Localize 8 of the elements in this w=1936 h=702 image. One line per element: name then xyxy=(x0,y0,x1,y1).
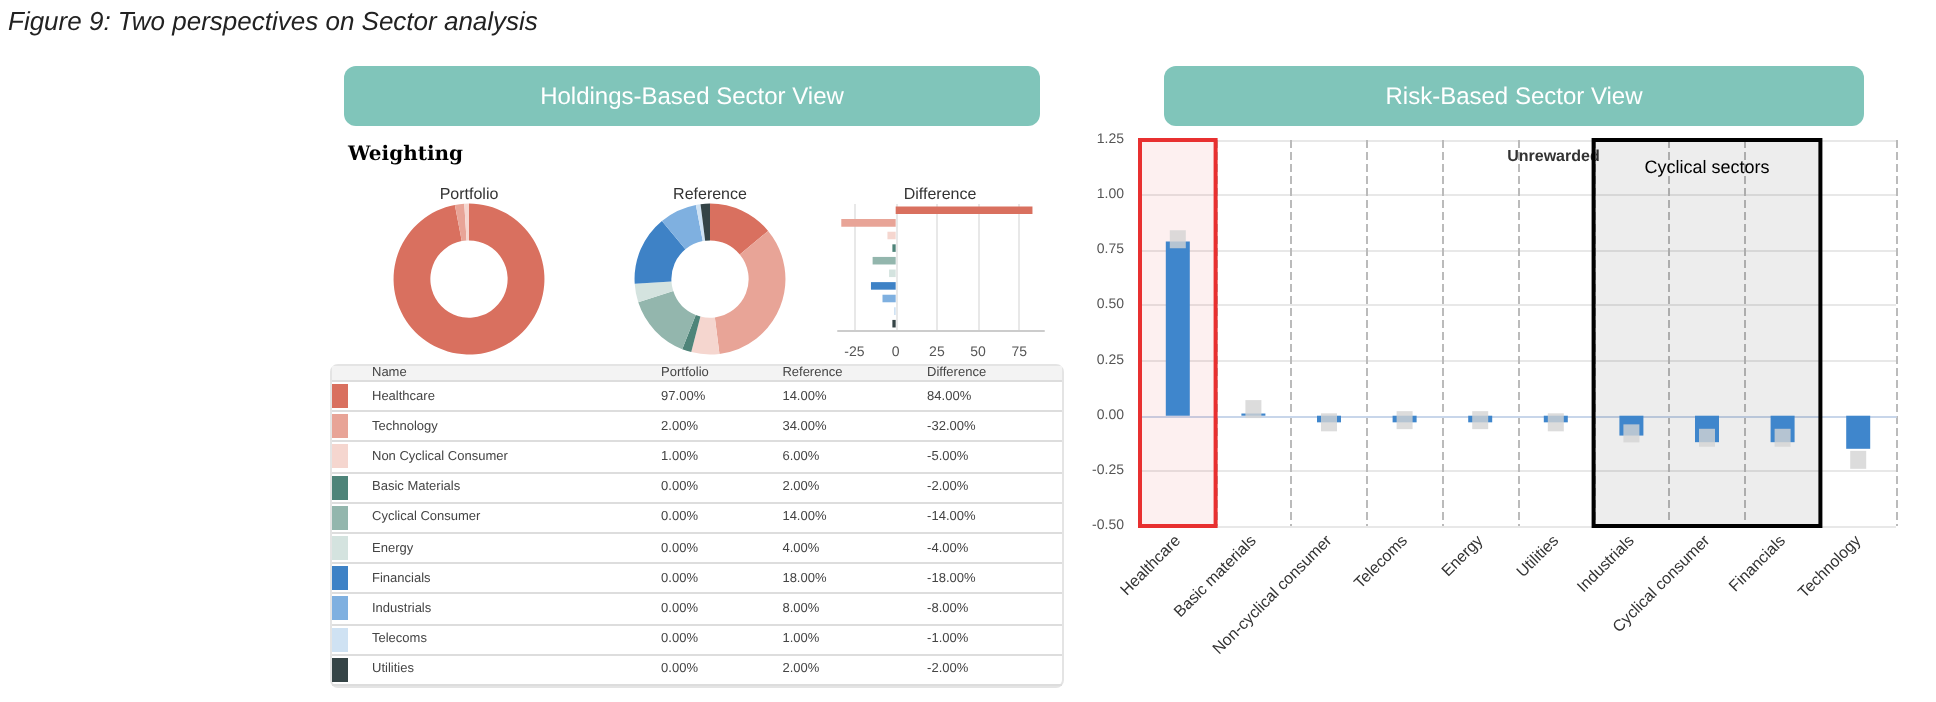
text: Holdings-Based Sector View xyxy=(344,66,1040,126)
chart-title: Portfolio xyxy=(439,185,500,203)
chart-title: Difference xyxy=(903,185,978,203)
chart-title: Reference xyxy=(673,185,748,203)
band-label: Cyclical sectors xyxy=(1644,157,1771,177)
text: Weighting xyxy=(348,144,464,166)
chart-title: Risk-Based Sector View xyxy=(1164,66,1864,126)
text: Figure 9: Two perspectives on Sector analysis xyxy=(8,6,538,36)
